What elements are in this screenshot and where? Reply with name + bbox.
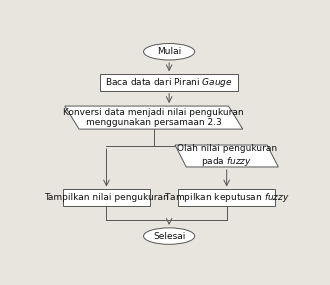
Text: Tampilkan keputusan $\it{fuzzy}$: Tampilkan keputusan $\it{fuzzy}$ xyxy=(164,191,289,204)
Text: Selesai: Selesai xyxy=(153,232,185,241)
Text: Mulai: Mulai xyxy=(157,47,181,56)
Text: Tampilkan nilai pengukuran: Tampilkan nilai pengukuran xyxy=(44,193,169,202)
Text: Konversi data menjadi nilai pengukuran
menggunakan persamaan 2.3: Konversi data menjadi nilai pengukuran m… xyxy=(63,108,244,127)
Polygon shape xyxy=(65,106,243,129)
Ellipse shape xyxy=(144,228,195,244)
FancyBboxPatch shape xyxy=(178,190,275,206)
Ellipse shape xyxy=(144,44,195,60)
FancyBboxPatch shape xyxy=(63,190,150,206)
Text: Baca data dari Pirani $\it{Gauge}$: Baca data dari Pirani $\it{Gauge}$ xyxy=(105,76,233,89)
Polygon shape xyxy=(175,145,278,167)
Text: Olah nilai pengukuran
pada $\it{fuzzy}$: Olah nilai pengukuran pada $\it{fuzzy}$ xyxy=(177,144,277,168)
FancyBboxPatch shape xyxy=(100,74,238,91)
